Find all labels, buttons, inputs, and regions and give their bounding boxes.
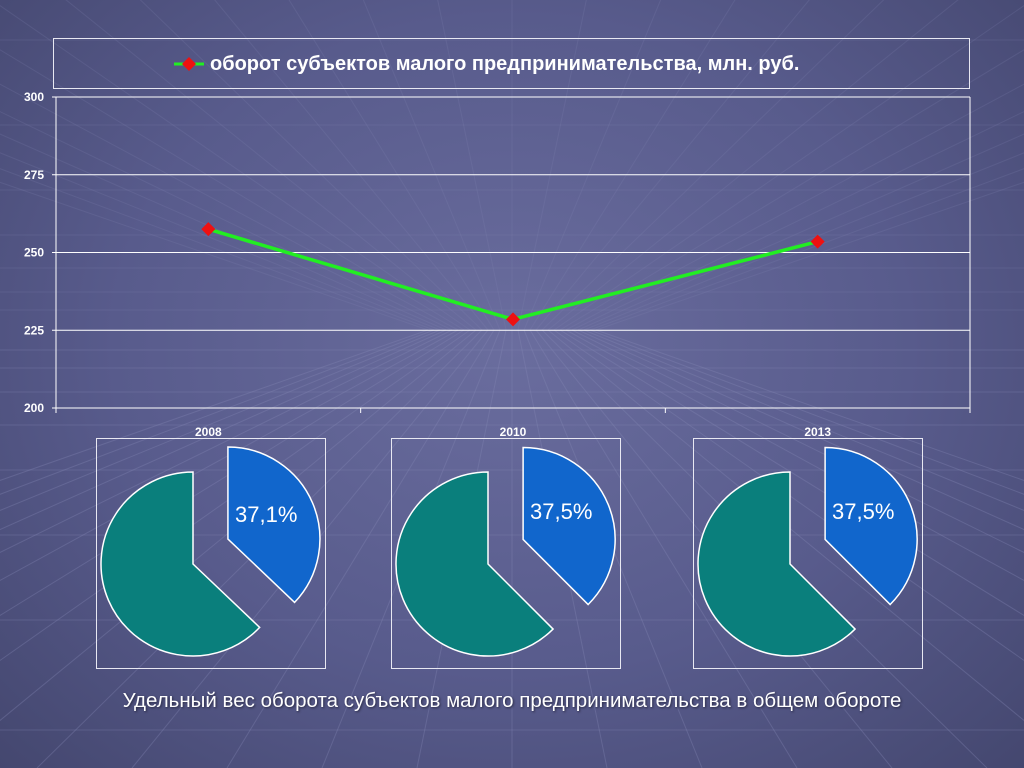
y-tick-label: 250	[24, 246, 44, 260]
pie-svg	[697, 446, 918, 657]
pie-slice	[227, 446, 321, 604]
pie-svg	[395, 446, 616, 657]
pie-slice-label: 37,1%	[235, 502, 298, 527]
data-point	[201, 222, 216, 237]
pie-chart-2008: 37,1%	[96, 438, 326, 669]
y-tick-label: 300	[24, 90, 44, 104]
y-tick-label: 225	[24, 323, 44, 337]
series-line	[207, 227, 819, 322]
legend-label: оборот субъектов малого предпринимательс…	[210, 52, 800, 75]
x-tick-label: 2013	[804, 425, 831, 439]
pie-slice	[522, 446, 616, 606]
pie-svg	[100, 446, 321, 657]
pie-slice-label: 37,5%	[530, 499, 593, 524]
pie-chart-2010: 37,5%	[391, 438, 621, 669]
legend-entry: оборот субъектов малого предпринимательс…	[172, 52, 799, 76]
pie-slice	[100, 471, 261, 657]
footer-caption: Удельный вес оборота субъектов малого пр…	[122, 689, 902, 712]
data-point	[506, 312, 520, 327]
y-tick-label: 200	[24, 401, 44, 415]
chart-legend: оборот субъектов малого предпринимательс…	[53, 38, 970, 89]
pie-slice	[824, 446, 918, 606]
pie-slice	[697, 471, 857, 657]
y-tick-label: 275	[24, 168, 44, 182]
pie-slice	[395, 471, 555, 657]
x-tick-label: 2010	[500, 425, 527, 439]
x-tick-label: 2008	[195, 425, 222, 439]
pie-chart-2013: 37,5%	[693, 438, 923, 669]
data-point	[810, 234, 825, 249]
legend-line-marker-icon	[174, 57, 204, 71]
line-chart: 200 225 250 275 300 2008 2010 2013	[24, 90, 831, 439]
pie-slice-label: 37,5%	[832, 499, 895, 524]
